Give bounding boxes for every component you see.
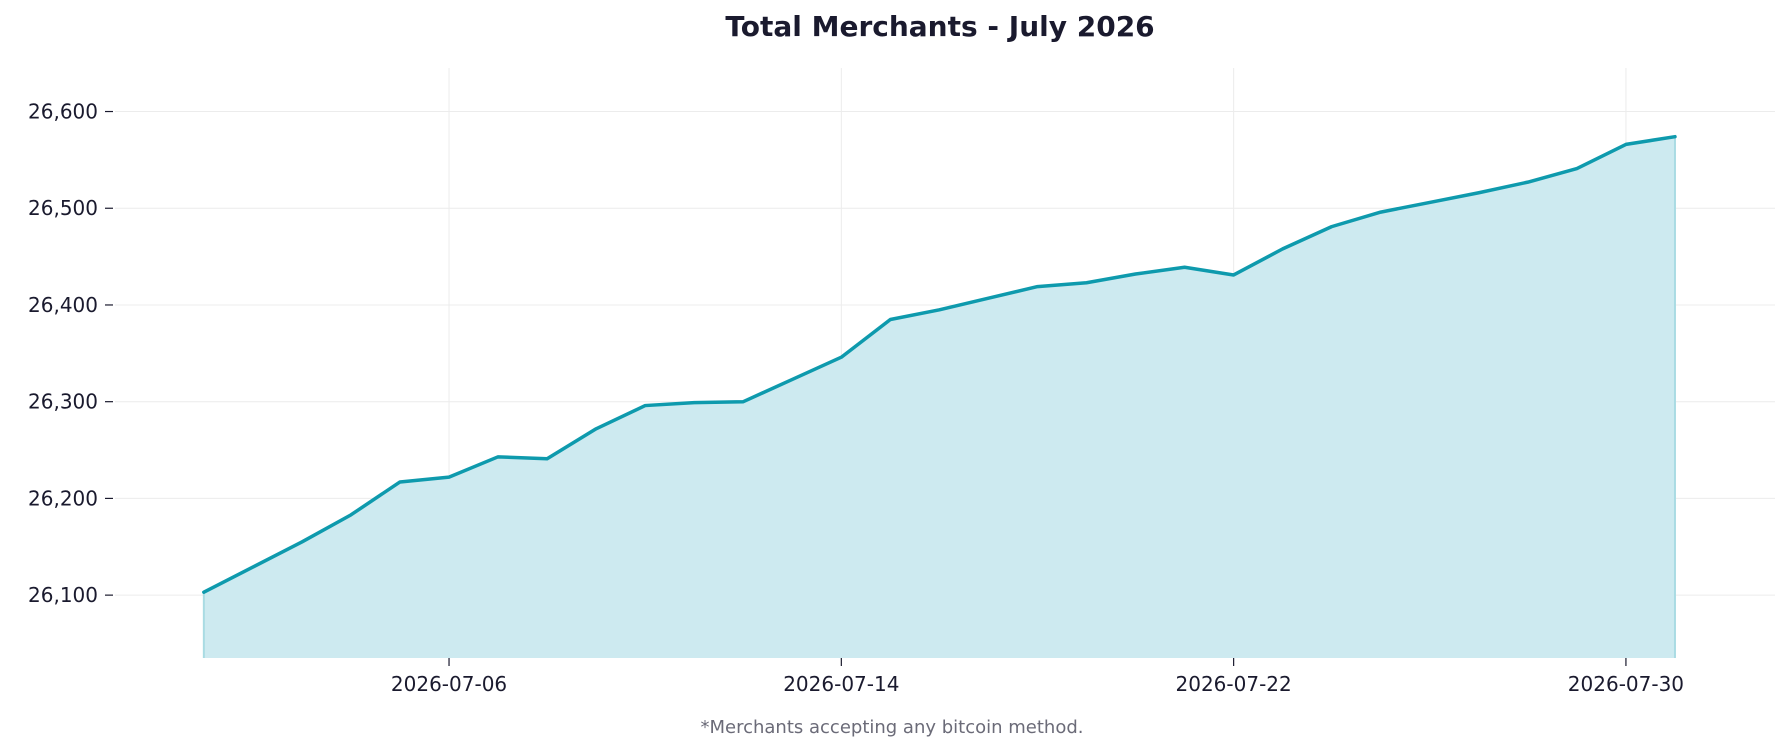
y-tick-label-2: 26,300 bbox=[28, 390, 98, 414]
y-tick-label-1: 26,200 bbox=[28, 486, 98, 510]
x-tick-label-0: 2026-07-06 bbox=[391, 672, 507, 696]
axes: 26,100 26,200 26,300 26,400 26,500 26,600 2026… bbox=[28, 100, 1684, 696]
y-tick-label-5: 26,600 bbox=[28, 100, 98, 124]
y-tick-label-0: 26,100 bbox=[28, 583, 98, 607]
x-tick-label-1: 2026-07-14 bbox=[783, 672, 899, 696]
x-tick-label-2: 2026-07-22 bbox=[1176, 672, 1292, 696]
chart-footnote: *Merchants accepting any bitcoin method. bbox=[700, 717, 1083, 738]
y-tick-label-4: 26,500 bbox=[28, 196, 98, 220]
chart-title: Total Merchants - July 2026 bbox=[725, 10, 1154, 43]
area-layer bbox=[202, 134, 1677, 659]
x-tick-label-3: 2026-07-30 bbox=[1568, 672, 1684, 696]
y-tick-label-3: 26,400 bbox=[28, 293, 98, 317]
series-area-fill bbox=[203, 136, 1675, 659]
